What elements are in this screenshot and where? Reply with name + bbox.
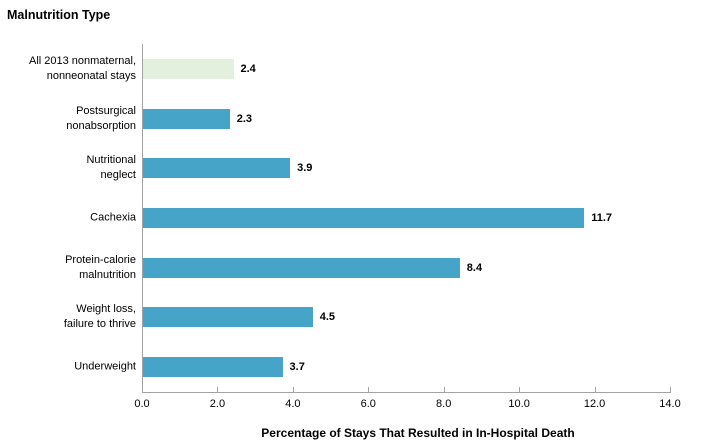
x-axis-tick-label: 12.0	[583, 398, 606, 410]
category-label: Protein-calorie malnutrition	[65, 253, 136, 281]
bar	[143, 257, 460, 278]
x-axis-tick-label: 14.0	[659, 398, 681, 410]
value-label: 11.7	[591, 212, 613, 224]
chart-title: Malnutrition Type	[7, 8, 111, 22]
x-axis-tick-label: 0.0	[134, 398, 150, 410]
x-axis-title: Percentage of Stays That Resulted in In-…	[261, 426, 575, 440]
bar	[143, 108, 230, 129]
category-label: Cachexia	[90, 211, 136, 224]
bar	[143, 208, 585, 228]
category-label: Nutritional neglect	[86, 154, 136, 182]
x-axis-tick	[217, 387, 219, 392]
value-label: 3.9	[297, 162, 313, 175]
x-axis-tick	[443, 387, 445, 392]
value-label: 2.4	[240, 62, 256, 75]
bar	[143, 307, 313, 328]
x-axis-tick-label: 4.0	[285, 398, 301, 410]
x-axis-tick	[594, 387, 596, 392]
value-label: 3.7	[289, 361, 305, 374]
x-axis-tick-label: 2.0	[209, 398, 226, 410]
x-axis-tick-label: 6.0	[360, 398, 376, 410]
category-label: All 2013 nonmaternal, nonneonatal stays	[28, 54, 136, 82]
x-axis-tick-label: 8.0	[436, 398, 452, 410]
bar	[143, 58, 234, 79]
x-axis-line	[142, 392, 671, 393]
bar	[143, 357, 283, 378]
value-label: 2.3	[236, 112, 253, 125]
x-axis-tick	[519, 387, 521, 392]
category-label: Underweight	[74, 360, 136, 373]
x-axis-tick	[142, 387, 143, 392]
x-axis-tick	[670, 387, 671, 392]
category-label: Weight loss, failure to thrive	[63, 303, 136, 331]
value-label: 4.5	[319, 311, 335, 324]
bar	[143, 158, 291, 179]
category-label: Postsurgical nonabsorption	[66, 104, 136, 132]
x-axis-tick	[368, 387, 370, 392]
x-axis-tick-label: 10.0	[508, 398, 530, 410]
x-axis-tick	[292, 387, 294, 392]
y-axis-line	[142, 44, 143, 392]
value-label: 8.4	[466, 261, 483, 274]
